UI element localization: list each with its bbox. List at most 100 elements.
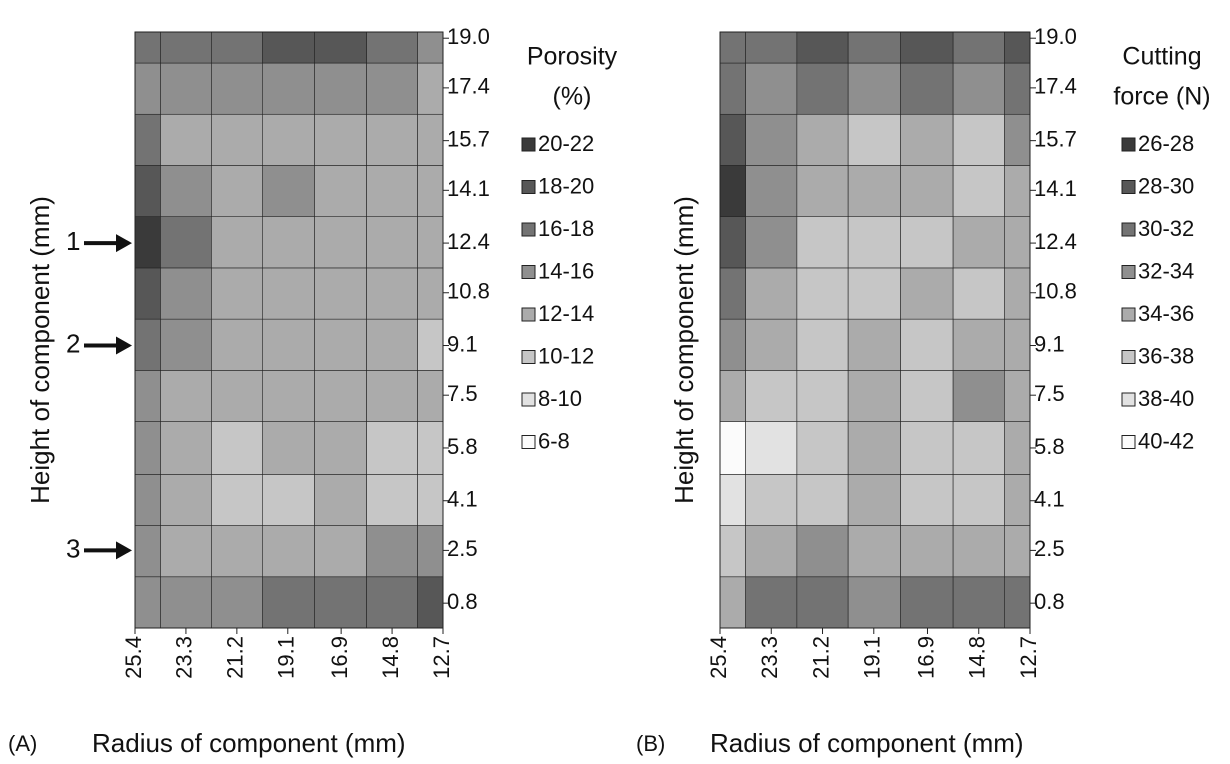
legend-label: 14-16 [538,258,594,283]
panel-label: (B) [636,731,665,756]
contour-cell [847,216,901,269]
contour-cell [160,576,212,628]
contour-cell [211,318,263,371]
legend-swatch [521,222,536,237]
contour-cell [366,267,418,320]
legend-label: 28-30 [1138,173,1194,198]
contour-cell [262,318,315,371]
contour-cell [952,62,1005,115]
contour-cell [211,525,263,578]
contour-cell [262,267,315,320]
legend-swatch [521,307,536,322]
legend-label: 34-36 [1138,301,1194,326]
x-tick-label: 21.2 [808,636,833,679]
contour-cell [417,525,443,578]
y-tick-label: 19.0 [1034,24,1077,49]
contour-cell [314,113,367,166]
contour-cell [900,216,954,269]
arrow-head [116,336,132,355]
y-tick-label: 7.5 [1034,381,1065,406]
contour-cell [952,318,1005,371]
contour-cell [314,525,367,578]
contour-cell [160,318,212,371]
annotation: 3 [66,533,80,563]
legend-label: 26-28 [1138,131,1194,156]
contour-cell [952,474,1005,526]
contour-cell [366,474,418,526]
contour-cell [1004,525,1030,578]
y-tick-label: 14.1 [1034,176,1077,201]
contour-cell [262,474,315,526]
legend-label: 6-8 [538,428,570,453]
y-tick-label: 0.8 [1034,589,1065,614]
contour-cell [1004,267,1030,320]
contour-cell [417,576,443,628]
contour-cell [314,267,367,320]
legend-label: 10-12 [538,343,594,368]
contour-cell [745,421,798,475]
contour-cell [135,165,161,217]
contour-cell [160,421,212,475]
contour-cell [720,62,746,115]
contour-cell [745,576,798,628]
contour-cell [745,267,798,320]
y-tick-label: 5.8 [1034,434,1065,459]
contour-cell [796,474,849,526]
contour-cell [135,216,161,269]
contour-cell [952,32,1005,64]
contour-cell [211,113,263,166]
y-tick-label: 2.5 [447,536,478,561]
contour-cell [745,113,798,166]
contour-cell [847,421,901,475]
contour-cell [900,576,954,628]
contour-cell [366,370,418,422]
y-tick-label: 15.7 [447,126,490,151]
contour-cell [314,62,367,115]
contour-cell [1004,576,1030,628]
x-tick-label: 19.1 [274,636,299,679]
contour-cell [262,165,315,217]
contour-cell [796,318,849,371]
contour-cell [745,62,798,115]
contour-cell [952,421,1005,475]
contour-cell [900,165,954,217]
y-tick-label: 9.1 [1034,331,1065,356]
contour-cell [417,421,443,475]
x-tick-label: 14.8 [965,636,990,679]
contour-cell [847,525,901,578]
legend-swatch [1121,307,1136,322]
contour-cell [160,165,212,217]
contour-cell [160,267,212,320]
contour-cell [211,216,263,269]
contour-cell [314,216,367,269]
legend-title: Porosity [527,43,618,71]
y-tick-label: 12.4 [1034,229,1077,254]
contour-cell [900,113,954,166]
y-tick-label: 9.1 [447,331,478,356]
x-tick-label: 12.7 [429,636,454,679]
legend-swatch [1121,350,1136,364]
x-tick-label: 16.9 [913,636,938,679]
y-axis-label: Height of component (mm) [669,196,699,504]
contour-cell [366,525,418,578]
contour-cell [135,32,161,64]
contour-cell [262,62,315,115]
contour-cell [847,474,901,526]
contour-cell [366,165,418,217]
y-tick-label: 5.8 [447,434,478,459]
contour-cell [720,576,746,628]
contour-cell [952,267,1005,320]
y-tick-label: 4.1 [447,487,478,512]
contour-cell [366,216,418,269]
contour-cell [160,370,212,422]
legend-swatch [521,392,536,407]
contour-cell [417,267,443,320]
contour-cell [952,165,1005,217]
legend-swatch [521,180,536,194]
legend-label: 16-18 [538,216,594,241]
contour-cell [211,421,263,475]
contour-cell [745,32,798,64]
contour-cell [211,62,263,115]
x-tick-label: 25.4 [706,636,731,679]
contour-cell [952,370,1005,422]
